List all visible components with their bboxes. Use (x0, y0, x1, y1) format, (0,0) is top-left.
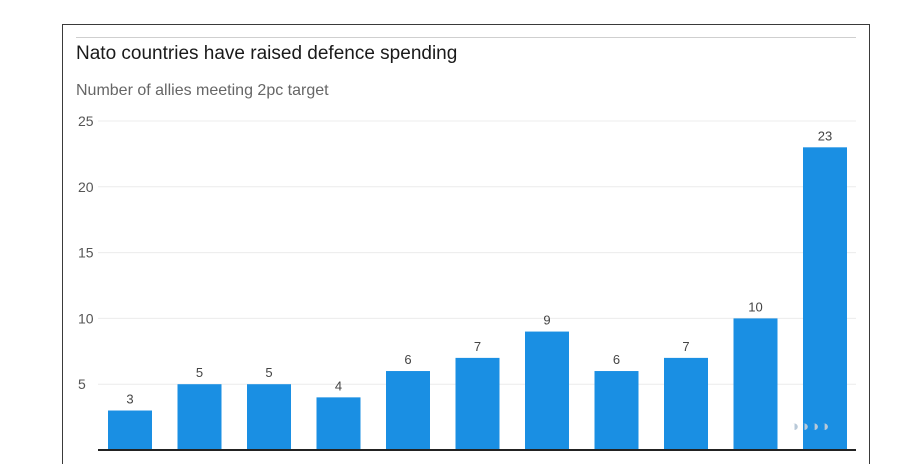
y-axis: 5 10 15 20 25 (78, 113, 94, 392)
y-tick-label: 15 (78, 245, 94, 261)
chart-subtitle: Number of allies meeting 2pc target (76, 82, 329, 99)
bars (108, 147, 847, 450)
bar (108, 410, 152, 450)
bar (733, 318, 778, 450)
bar-value-label: 23 (818, 128, 832, 143)
bar-value-label: 7 (682, 339, 689, 354)
bar (664, 357, 708, 450)
y-tick-label: 25 (78, 113, 94, 129)
watermark: ◑◑◑◑ (790, 418, 831, 435)
bar (455, 357, 500, 450)
bar (316, 397, 361, 450)
bar (594, 371, 639, 450)
bar (803, 147, 847, 450)
bar-value-label: 5 (196, 365, 203, 380)
bar (386, 371, 430, 450)
bar-chart: 5 10 15 20 25 3 5 5 4 6 7 9 6 7 10 23 (78, 113, 856, 451)
bar (177, 384, 222, 450)
bar-value-label: 9 (543, 313, 550, 328)
bar-value-label: 3 (126, 392, 133, 407)
bar-value-label: 7 (474, 339, 481, 354)
data-labels: 3 5 5 4 6 7 9 6 7 10 23 (126, 128, 832, 406)
chart-title: Nato countries have raised defence spend… (76, 43, 458, 64)
bar-value-label: 5 (265, 365, 272, 380)
y-tick-label: 5 (78, 376, 86, 392)
bar-value-label: 10 (748, 299, 762, 314)
bar (525, 331, 569, 450)
y-tick-label: 10 (78, 310, 94, 326)
y-tick-label: 20 (78, 179, 94, 195)
bar-value-label: 4 (335, 378, 342, 393)
top-rule (76, 37, 856, 38)
bar-value-label: 6 (404, 352, 411, 367)
bar-value-label: 6 (613, 352, 620, 367)
gridlines (98, 120, 856, 385)
bar (247, 384, 291, 450)
